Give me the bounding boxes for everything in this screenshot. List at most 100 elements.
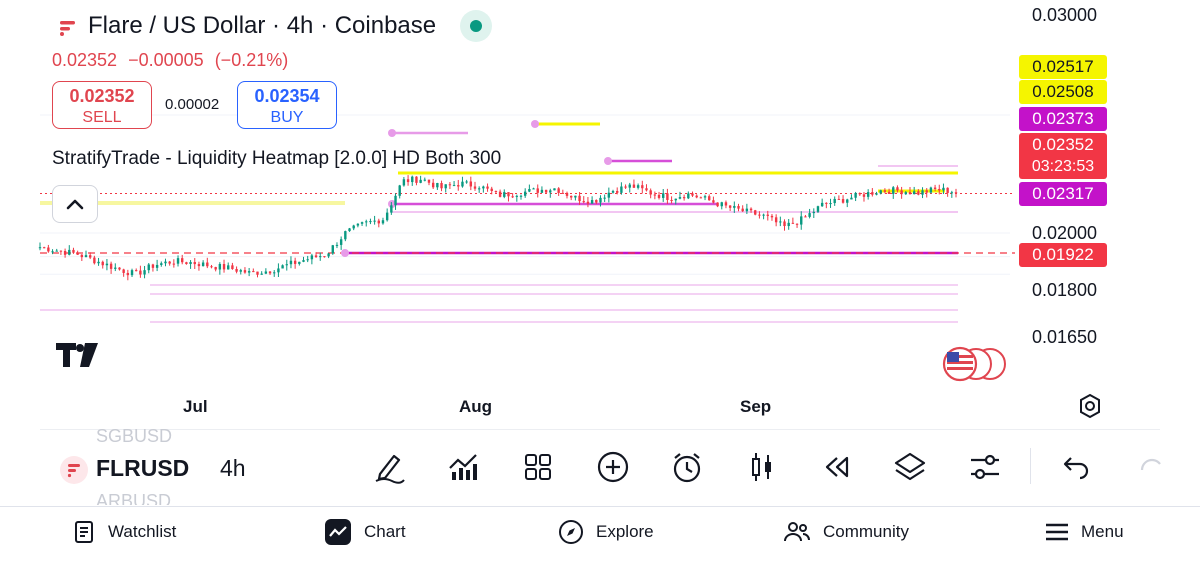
price-tick: 0.03000 <box>1032 5 1098 25</box>
candle-body <box>687 193 690 199</box>
candle-body <box>84 255 88 258</box>
price-chart[interactable] <box>0 0 1200 430</box>
candle-body <box>519 195 523 197</box>
add-circle-icon[interactable] <box>596 450 630 484</box>
redo-icon[interactable] <box>1134 450 1168 484</box>
spread-value: 0.00002 <box>165 96 220 113</box>
candle-body <box>143 270 146 275</box>
candle-body <box>749 208 753 211</box>
candle-body <box>791 222 795 224</box>
candle-body <box>720 202 723 207</box>
alert-clock-icon[interactable] <box>670 450 704 484</box>
templates-grid-icon[interactable] <box>521 450 555 484</box>
candle-body <box>193 262 196 265</box>
candle-body <box>306 259 309 261</box>
sell-button[interactable]: 0.02352 SELL <box>52 81 152 129</box>
level-anchor-dot <box>531 120 539 128</box>
candles-icon[interactable] <box>745 450 779 484</box>
candle-body <box>645 188 648 191</box>
settings-sliders-icon[interactable] <box>968 450 1002 484</box>
candle-body <box>381 220 385 224</box>
candle-body <box>436 183 439 188</box>
symbol-title[interactable]: Flare / US Dollar · 4h · Coinbase <box>88 12 437 39</box>
nav-menu[interactable]: Menu <box>1045 518 1124 546</box>
last-price: 0.02352 <box>52 50 118 70</box>
candle-body <box>758 214 761 216</box>
price-quote: 0.02352 −0.00005 (−0.21%) <box>52 50 294 71</box>
candle-body <box>800 216 803 225</box>
candle-body <box>377 220 380 224</box>
candle-body <box>586 201 590 204</box>
candle-body <box>415 176 418 183</box>
candle-body <box>662 193 665 198</box>
interval-selector[interactable]: 4h <box>220 455 246 481</box>
indicators-icon[interactable] <box>446 450 480 484</box>
candle-body <box>820 202 824 207</box>
collapse-legend-button[interactable] <box>52 185 98 223</box>
candle-body <box>549 190 552 193</box>
candle-body <box>331 245 334 254</box>
nav-chart[interactable]: Chart <box>324 518 406 546</box>
candle-body <box>323 256 326 258</box>
chart-settings-icon[interactable] <box>1076 392 1104 420</box>
candle-body <box>858 192 861 195</box>
candle-body <box>933 187 937 189</box>
draw-pencil-icon[interactable] <box>372 450 406 484</box>
price-tick: 0.02000 <box>1032 223 1098 243</box>
candle-body <box>866 192 870 197</box>
candle-body <box>348 228 351 232</box>
candle-body <box>239 270 242 272</box>
candle-body <box>745 208 749 212</box>
price-tag-yellow-upper: 0.02517 <box>1019 55 1107 79</box>
compass-icon <box>559 520 583 544</box>
candle-body <box>109 263 113 269</box>
chevron-up-icon <box>66 199 84 210</box>
candle-body <box>465 181 468 183</box>
price-tick: 0.01800 <box>1032 280 1098 300</box>
candle-body <box>114 267 117 269</box>
candle-body <box>335 244 339 246</box>
candle-body <box>879 190 882 194</box>
nav-label: Chart <box>364 522 406 541</box>
candle-body <box>469 181 473 187</box>
undo-icon[interactable] <box>1058 450 1092 484</box>
us-market-flags-icon[interactable] <box>940 346 1006 382</box>
nav-community[interactable]: Community <box>783 518 909 546</box>
candle-body <box>122 269 125 273</box>
candle-body <box>126 272 130 276</box>
candle-body <box>80 254 84 258</box>
symbol-switcher[interactable]: FLRUSD <box>96 455 190 481</box>
flare-logo-icon <box>60 21 75 36</box>
candle-body <box>214 267 217 270</box>
candle-body <box>151 264 155 268</box>
next-symbol: ARBUSD <box>96 491 172 505</box>
candle-body <box>561 192 565 194</box>
candle-body <box>448 184 452 186</box>
candle-body <box>486 186 489 189</box>
candle-body <box>678 197 682 199</box>
watchlist-icon <box>75 521 93 543</box>
candle-body <box>942 187 945 191</box>
buy-button[interactable]: 0.02354 BUY <box>237 81 337 129</box>
level-anchor-dot <box>341 249 349 257</box>
candle-body <box>356 223 360 226</box>
buy-price: 0.02354 <box>254 86 320 106</box>
candle-body <box>636 185 640 188</box>
layers-icon[interactable] <box>893 450 927 484</box>
candle-body <box>285 264 288 266</box>
indicator-legend[interactable]: StratifyTrade - Liquidity Heatmap [2.0.0… <box>52 148 502 169</box>
candle-body <box>536 188 539 193</box>
nav-explore[interactable]: Explore <box>558 518 654 546</box>
replay-icon[interactable] <box>819 450 853 484</box>
nav-watchlist[interactable]: Watchlist <box>74 518 176 546</box>
candle-body <box>411 176 414 183</box>
candle-body <box>373 220 376 222</box>
candle-body <box>160 263 163 265</box>
candle-body <box>105 263 109 266</box>
candle-body <box>498 191 502 197</box>
candle-body <box>946 187 949 193</box>
candle-body <box>222 264 226 270</box>
candle-body <box>812 211 815 214</box>
candle-body <box>691 193 694 196</box>
market-open-indicator[interactable] <box>460 10 492 42</box>
